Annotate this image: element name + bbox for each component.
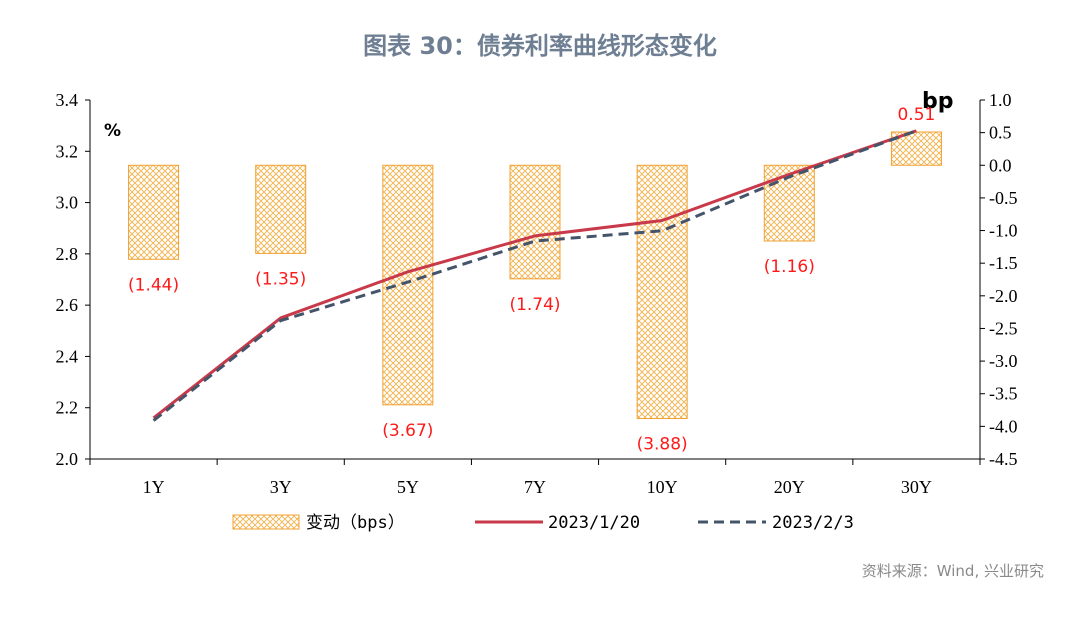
x-tick-label: 5Y (397, 477, 419, 497)
right-tick-label: -2.0 (989, 286, 1018, 306)
bar-data-label: (3.67) (382, 421, 433, 441)
right-tick-label: -4.0 (989, 416, 1018, 436)
right-tick-label: 0.0 (989, 155, 1012, 175)
bar-data-label: (3.88) (637, 435, 688, 455)
right-tick-label: -1.5 (989, 253, 1018, 273)
left-tick-label: 2.2 (56, 398, 79, 418)
x-tick-label: 10Y (647, 477, 678, 497)
right-tick-label: 1.0 (989, 90, 1012, 110)
left-tick-label: 3.4 (56, 90, 79, 110)
legend-label-bars: 变动（bps） (306, 513, 405, 533)
left-tick-label: 2.8 (56, 244, 79, 264)
left-tick-label: 2.4 (56, 346, 79, 366)
x-tick-label: 3Y (270, 477, 292, 497)
right-tick-label: -3.5 (989, 384, 1018, 404)
right-axis-unit: bp (922, 89, 954, 114)
bar-data-label: (1.74) (509, 295, 560, 315)
bar-data-label: (1.44) (128, 275, 179, 295)
left-tick-label: 3.0 (56, 193, 79, 213)
right-tick-label: -3.0 (989, 351, 1018, 371)
bar (255, 164, 307, 254)
chart-title: 图表 30：债券利率曲线形态变化 (363, 32, 717, 60)
series-line-2 (152, 129, 917, 422)
bar-data-label: (1.16) (764, 257, 815, 277)
left-axis-unit: % (104, 121, 121, 141)
right-tick-label: -4.5 (989, 449, 1018, 469)
left-tick-label: 2.0 (56, 449, 79, 469)
left-tick-label: 2.6 (56, 295, 79, 315)
legend-label-series-2: 2023/2/3 (772, 513, 854, 533)
bar (509, 164, 561, 280)
right-tick-label: 0.5 (989, 123, 1012, 143)
right-tick-label: -2.5 (989, 318, 1018, 338)
bar-data-label: 0.51 (897, 105, 935, 125)
right-tick-label: -1.0 (989, 221, 1018, 241)
x-tick-label: 1Y (143, 477, 165, 497)
x-tick-label: 20Y (774, 477, 805, 497)
legend-label-series-1: 2023/1/20 (548, 513, 640, 533)
series-line-1 (152, 129, 917, 420)
source-note: 资料来源：Wind, 兴业研究 (861, 562, 1044, 580)
bar (382, 164, 434, 406)
x-tick-label: 30Y (901, 477, 932, 497)
bar (636, 164, 688, 420)
bar-data-label: (1.35) (255, 269, 306, 289)
x-tick-label: 7Y (524, 477, 546, 497)
bar (128, 164, 180, 260)
legend-swatch-bars (232, 514, 300, 530)
left-tick-label: 3.2 (56, 141, 79, 161)
right-tick-label: -0.5 (989, 188, 1018, 208)
